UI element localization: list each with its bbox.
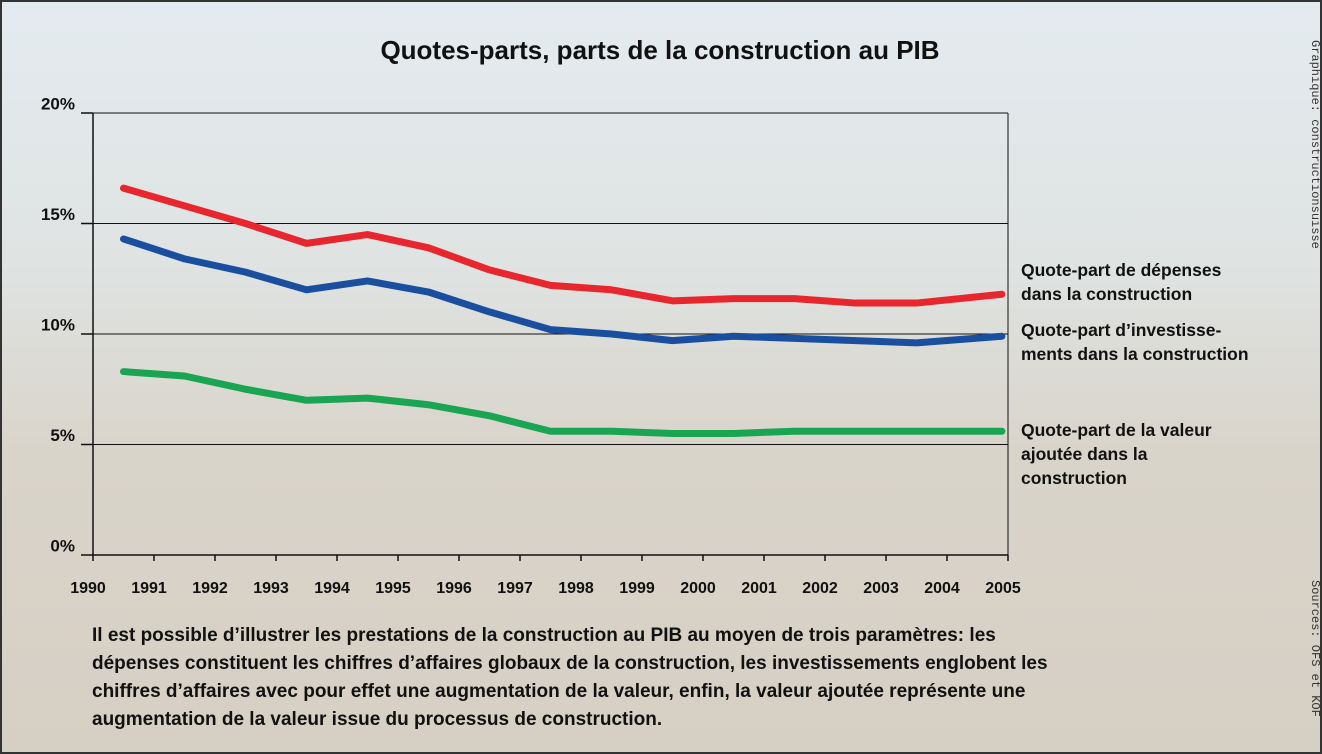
y-tick-label: 10% [41, 315, 75, 334]
chart-title: Quotes-parts, parts de la construction a… [380, 35, 939, 65]
x-tick-label: 2002 [802, 580, 838, 597]
x-tick-label: 1991 [131, 580, 167, 597]
x-tick-label: 1995 [375, 580, 411, 597]
x-tick-label: 1992 [192, 580, 228, 597]
series-line [120, 235, 1006, 347]
y-tick-label: 15% [41, 205, 75, 224]
x-tick-label: 1998 [558, 580, 594, 597]
x-tick-label: 2005 [985, 580, 1021, 597]
x-tick-label: 1994 [314, 580, 350, 597]
x-tick-label: 2001 [741, 580, 777, 597]
credit: Graphique: constructionsuisse [1308, 40, 1322, 249]
x-tick-label: 1993 [253, 580, 289, 597]
series-line [120, 368, 1006, 437]
y-tick-label: 20% [41, 94, 75, 113]
caption: Il est possible d’illustrer les prestati… [92, 625, 1048, 730]
x-tick-label: 2003 [863, 580, 899, 597]
y-tick-label: 0% [50, 536, 75, 555]
x-tick-label: 1997 [497, 580, 533, 597]
legend-label: Quote-part d’investisse- ments dans la c… [1021, 320, 1249, 364]
legend-label: Quote-part de dépenses dans la construct… [1021, 260, 1222, 304]
x-tick-label: 2000 [680, 580, 716, 597]
y-tick-label: 5% [50, 426, 75, 445]
x-tick-label: 1996 [436, 580, 472, 597]
x-tick-label: 2004 [924, 580, 960, 597]
x-tick-label: 1990 [70, 580, 106, 597]
legend-label: Quote-part de la valeur ajoutée dans la … [1021, 420, 1212, 488]
series-line [120, 184, 1006, 307]
sources: Sources: OFS et KOF [1308, 580, 1322, 717]
x-tick-label: 1999 [619, 580, 655, 597]
